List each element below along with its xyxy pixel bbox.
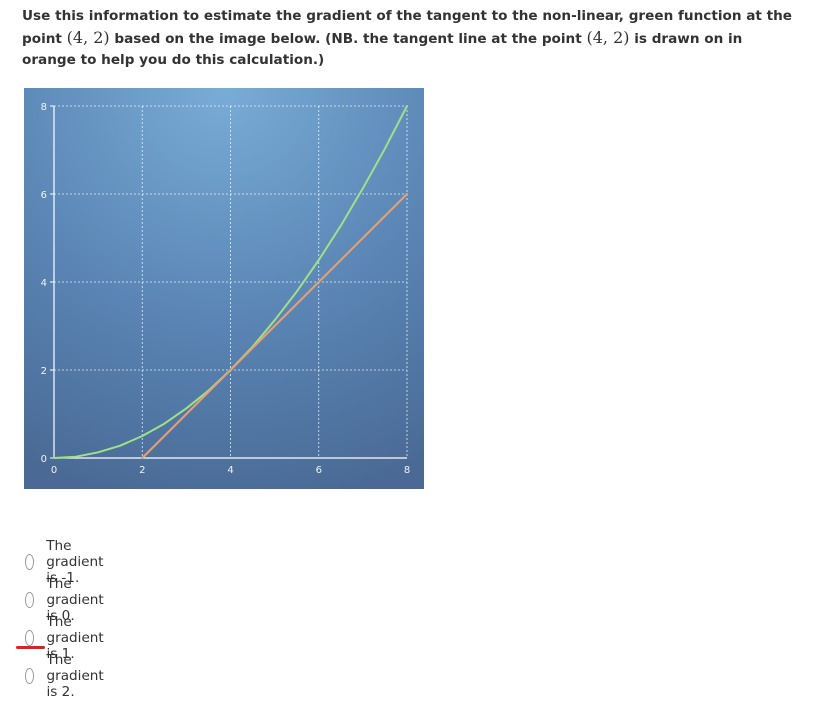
y-tick-label: 8: [41, 102, 47, 113]
option-label: The gradient is 1.: [46, 614, 104, 662]
y-tick-label: 6: [41, 190, 47, 201]
option-label: The gradient is 2.: [46, 652, 104, 700]
y-tick-label: 2: [41, 366, 47, 377]
x-tick-label: 6: [316, 465, 322, 476]
option-label: The gradient is 0.: [46, 576, 104, 624]
x-tick-label: 8: [404, 465, 410, 476]
radio-button[interactable]: [25, 554, 35, 570]
question-part-2: based on the image below. (NB. the tange…: [109, 31, 587, 47]
option-gradient-2[interactable]: The gradient is 2.: [22, 652, 110, 700]
radio-button[interactable]: [25, 592, 35, 608]
question-text: Use this information to estimate the gra…: [22, 6, 797, 71]
point-notation: (4, 2): [586, 28, 630, 47]
question-part-1: Use this information to estimate the gra…: [22, 8, 793, 47]
red-underline-mark: [16, 646, 45, 649]
plot-canvas: 0 2 4 6 8 0 2 4 6 8: [24, 88, 424, 489]
radio-button[interactable]: [25, 668, 35, 684]
x-tick-label: 0: [51, 465, 57, 476]
y-tick-label: 0: [41, 454, 47, 465]
y-tick-label: 4: [41, 278, 47, 289]
option-gradient-1[interactable]: The gradient is 1.: [16, 614, 110, 662]
option-gradient-0[interactable]: The gradient is 0.: [22, 576, 110, 624]
series-orange-tangent: [141, 193, 408, 459]
x-tick-label: 2: [139, 465, 145, 476]
plot-background: [24, 88, 424, 489]
point-notation: (4, 2): [66, 28, 110, 47]
x-tick-label: 4: [227, 465, 233, 476]
radio-button[interactable]: [25, 630, 35, 646]
option-gradient-minus-1[interactable]: The gradient is -1.: [22, 538, 110, 586]
option-label: The gradient is -1.: [46, 538, 104, 586]
function-plot: 0 2 4 6 8 0 2 4 6 8: [24, 88, 424, 489]
question-part-3: is drawn on in orange to help you do thi…: [22, 31, 743, 68]
